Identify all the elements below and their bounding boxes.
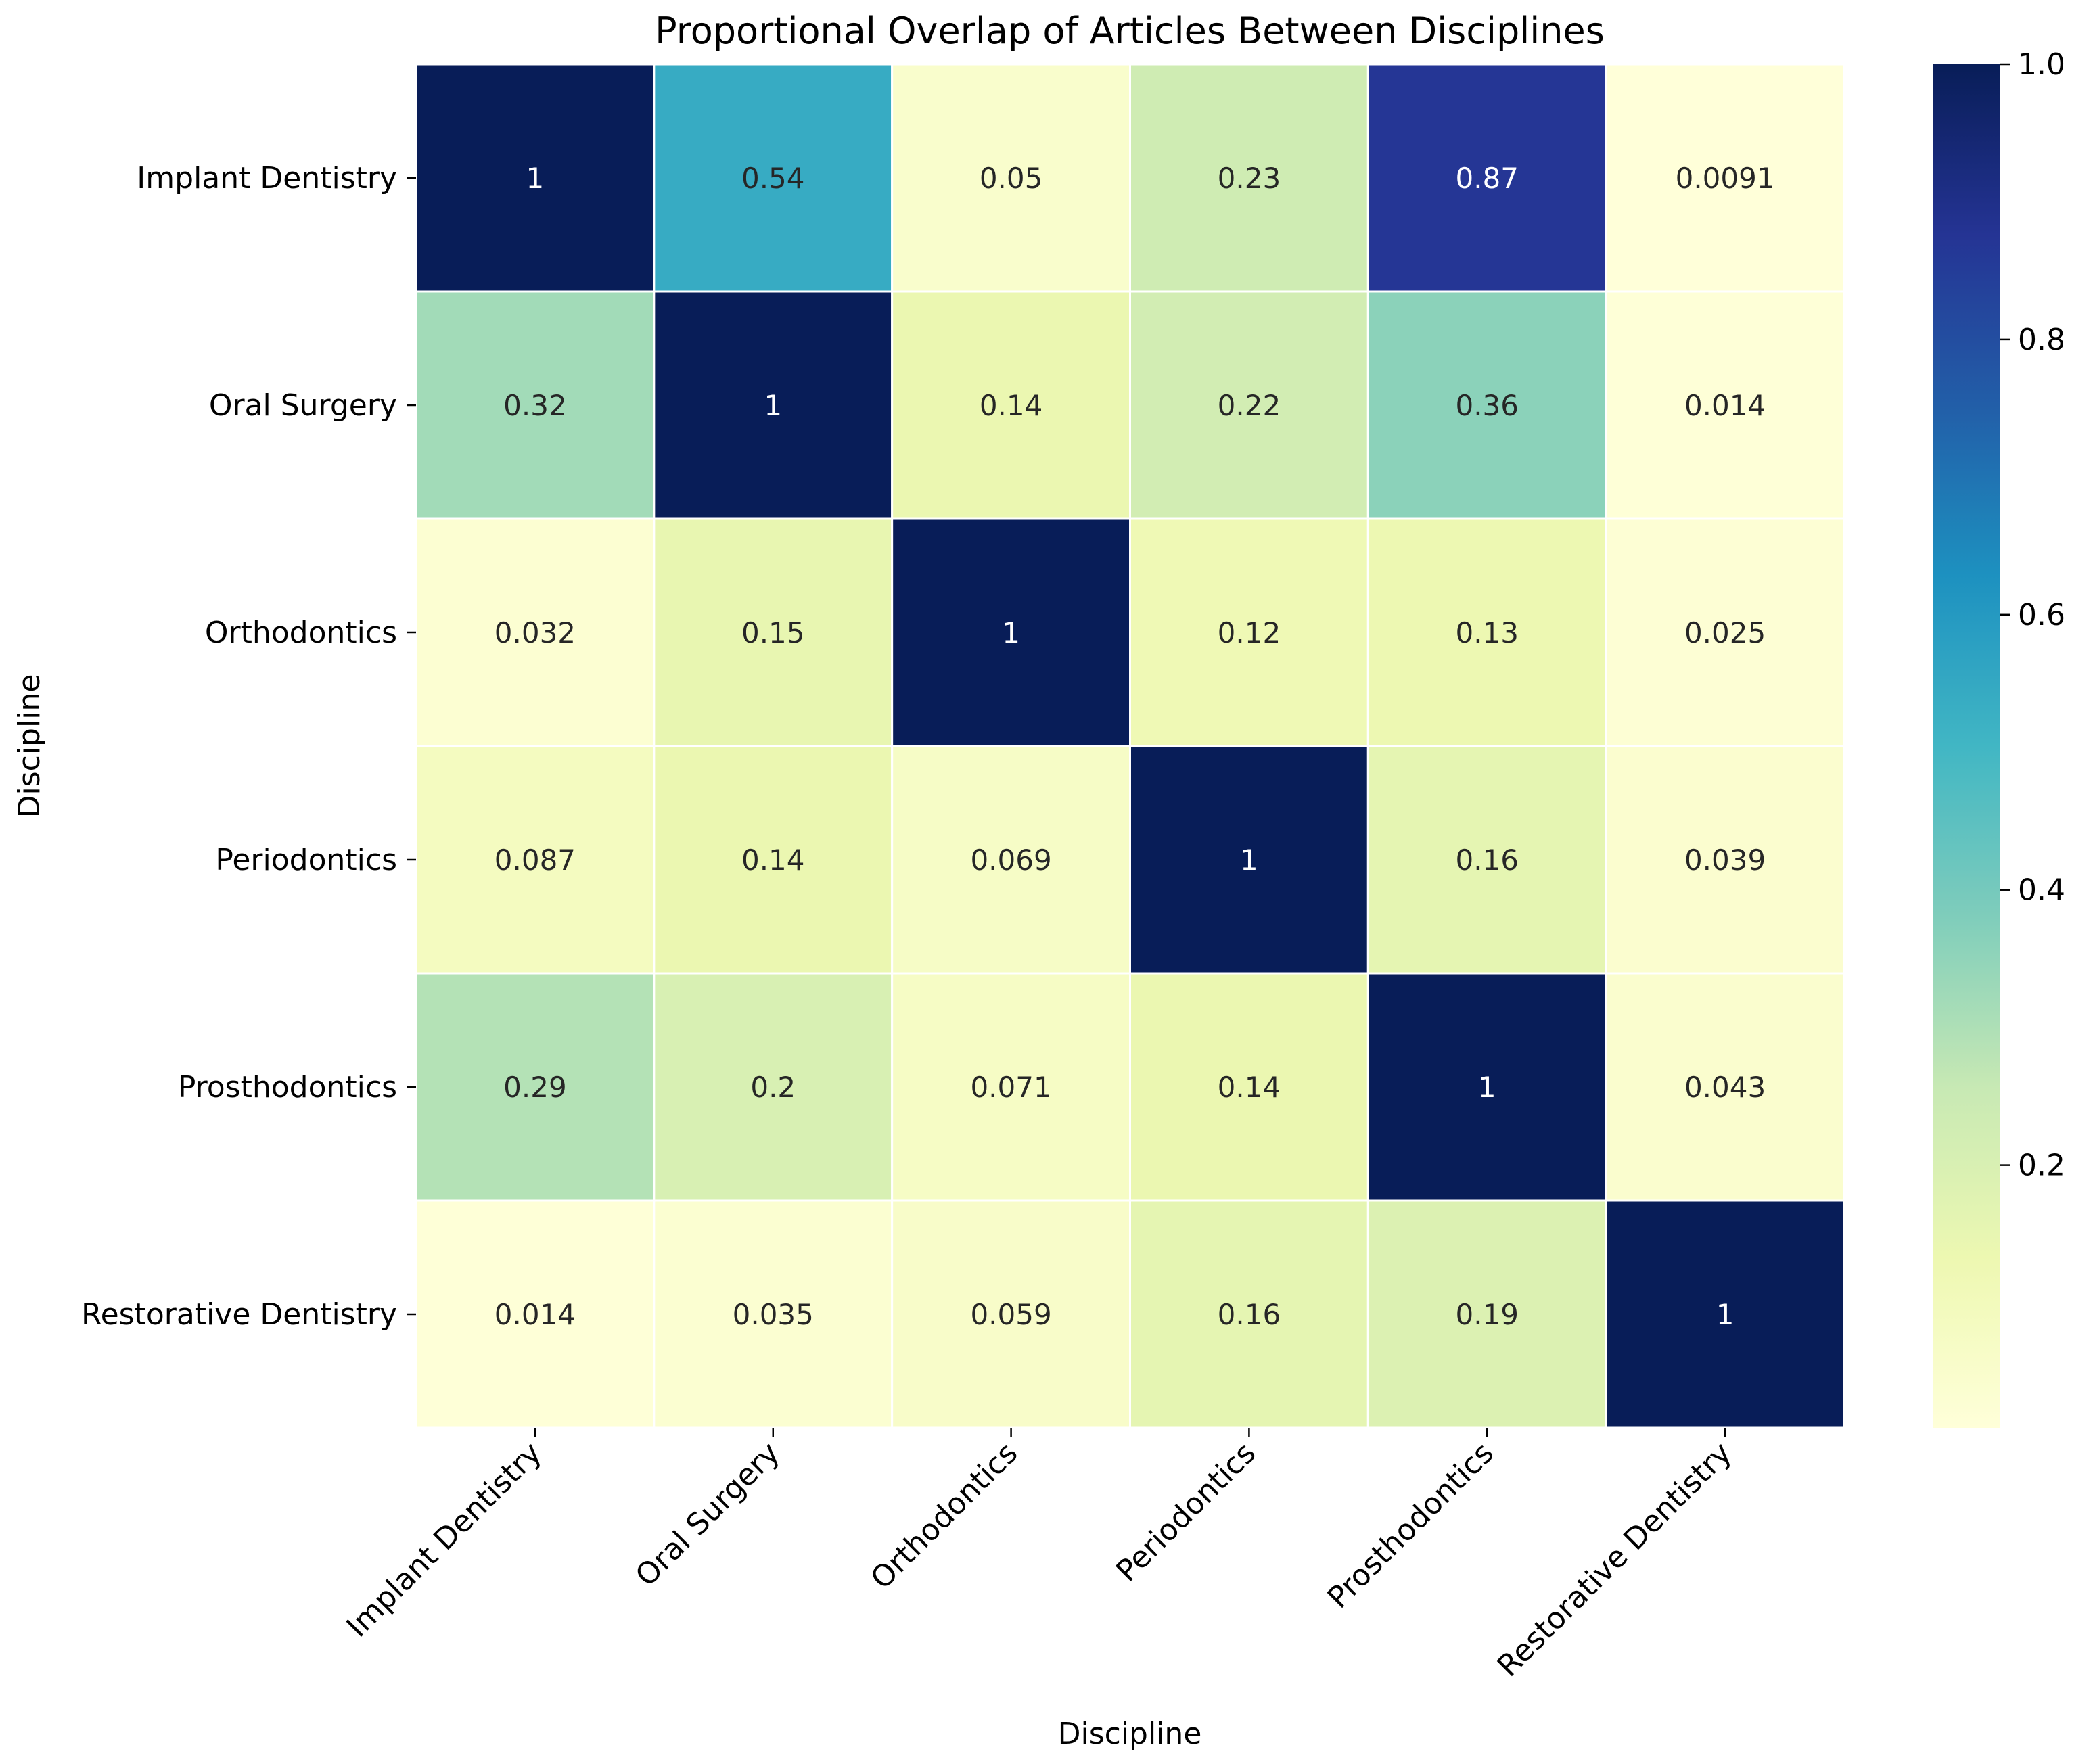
y-tick-label: Orthodontics — [205, 616, 397, 650]
x-axis-label: Discipline — [1058, 1717, 1202, 1751]
heatmap-cell — [891, 517, 1131, 747]
heatmap-cell — [891, 745, 1131, 975]
y-tick-label: Restorative Dentistry — [81, 1297, 397, 1332]
colorbar: 0.2 0.4 0.6 0.8 1.0 — [1933, 47, 2065, 1428]
heatmap-cell — [1129, 972, 1369, 1202]
heatmap-cell — [653, 63, 894, 293]
cell-value-label: 0.13 — [1455, 616, 1519, 649]
heatmap-cell — [415, 1199, 656, 1429]
heatmap-cell — [1366, 1199, 1607, 1429]
heatmap-cell — [653, 517, 894, 747]
cell-value-label: 1 — [526, 162, 545, 195]
y-axis-label: Discipline — [12, 674, 47, 818]
cell-value-label: 1 — [1716, 1298, 1734, 1331]
cell-value-label: 0.19 — [1455, 1298, 1519, 1331]
heatmap-cell — [1605, 745, 1845, 975]
heatmap-cell — [1605, 517, 1845, 747]
cell-value-label: 0.032 — [495, 616, 576, 649]
heatmap-cell — [653, 290, 894, 520]
cell-value-label: 0.16 — [1455, 843, 1519, 877]
heatmap-cell — [1366, 745, 1607, 975]
cell-value-label: 0.22 — [1218, 389, 1281, 422]
cell-value-label: 0.071 — [970, 1071, 1051, 1104]
colorbar-tick-label: 0.6 — [2018, 598, 2065, 632]
heatmap-cell — [1366, 972, 1607, 1202]
cell-value-label: 0.12 — [1218, 616, 1281, 649]
heatmap-cell — [1129, 517, 1369, 747]
cell-value-label: 0.087 — [495, 843, 576, 877]
cell-value-label: 1 — [764, 389, 782, 422]
heatmap-cell — [1366, 63, 1607, 293]
x-tick-label: Orthodontics — [864, 1436, 1024, 1596]
y-tick-label: Implant Dentistry — [137, 161, 397, 195]
y-tick-labels: Implant Dentistry Oral Surgery Orthodontic… — [81, 161, 416, 1332]
cell-value-label: 0.05 — [980, 162, 1043, 195]
cell-value-label: 0.039 — [1684, 843, 1766, 877]
heatmap-cell — [1605, 972, 1845, 1202]
heatmap-cell — [1129, 290, 1369, 520]
cell-value-label: 0.025 — [1684, 616, 1766, 649]
x-tick-label: Oral Surgery — [629, 1436, 787, 1594]
colorbar-tick-label: 1.0 — [2018, 47, 2065, 82]
cell-value-label: 0.32 — [503, 389, 567, 422]
cell-value-label: 0.54 — [741, 162, 805, 195]
cell-value-label: 0.29 — [503, 1071, 567, 1104]
colorbar-tick-label: 0.8 — [2018, 323, 2065, 357]
cell-value-label: 0.0091 — [1676, 162, 1775, 195]
heatmap-cell — [891, 972, 1131, 1202]
heatmap-cell — [415, 63, 656, 293]
y-tick-label: Prosthodontics — [178, 1070, 397, 1105]
cell-value-label: 0.14 — [980, 389, 1043, 422]
colorbar-tick-label: 0.2 — [2018, 1148, 2065, 1183]
heatmap-cell — [1129, 745, 1369, 975]
cell-value-label: 0.14 — [1218, 1071, 1281, 1104]
heatmap-cell — [415, 972, 656, 1202]
heatmap-cell — [1366, 517, 1607, 747]
x-tick-label: Periodontics — [1109, 1436, 1262, 1589]
cell-value-label: 0.014 — [495, 1298, 576, 1331]
heatmap-cell — [415, 517, 656, 747]
cell-value-label: 1 — [1002, 616, 1020, 649]
heatmap-cell — [415, 745, 656, 975]
cell-value-label: 1 — [1240, 843, 1258, 877]
heatmap-cell — [1129, 63, 1369, 293]
cell-value-label: 0.87 — [1455, 162, 1519, 195]
y-tick-label: Periodontics — [215, 843, 397, 877]
x-tick-labels: Implant Dentistry Oral Surgery Orthodontic… — [340, 1428, 1739, 1684]
heatmap-cell — [1605, 63, 1845, 293]
colorbar-gradient — [1933, 64, 2000, 1428]
cell-value-label: 0.069 — [970, 843, 1051, 877]
chart-title: Proportional Overlap of Articles Between… — [655, 9, 1605, 52]
cell-value-label: 0.36 — [1455, 389, 1519, 422]
colorbar-tick-label: 0.4 — [2018, 873, 2065, 908]
cell-value-label: 0.043 — [1684, 1071, 1766, 1104]
heatmap-cell — [1605, 290, 1845, 520]
cell-value-label: 0.15 — [741, 616, 805, 649]
cell-value-label: 0.2 — [750, 1071, 796, 1104]
heatmap-cells: 1 0.54 0.05 0.23 0.87 0.0091 0.32 1 0.14 0.22 0.36… — [415, 63, 1845, 1429]
x-tick-label: Implant Dentistry — [340, 1436, 549, 1644]
x-tick-label: Restorative Dentistry — [1491, 1436, 1739, 1684]
cell-value-label: 0.014 — [1684, 389, 1766, 422]
x-tick-label: Prosthodontics — [1321, 1436, 1500, 1615]
cell-value-label: 0.14 — [741, 843, 805, 877]
heatmap-cell — [1605, 1199, 1845, 1429]
cell-value-label: 0.059 — [970, 1298, 1051, 1331]
cell-value-label: 0.035 — [733, 1298, 814, 1331]
heatmap-cell — [891, 63, 1131, 293]
heatmap-cell — [653, 745, 894, 975]
cell-value-label: 0.23 — [1218, 162, 1281, 195]
y-tick-label: Oral Surgery — [209, 388, 397, 423]
cell-value-label: 0.16 — [1218, 1298, 1281, 1331]
cell-value-label: 1 — [1478, 1071, 1496, 1104]
